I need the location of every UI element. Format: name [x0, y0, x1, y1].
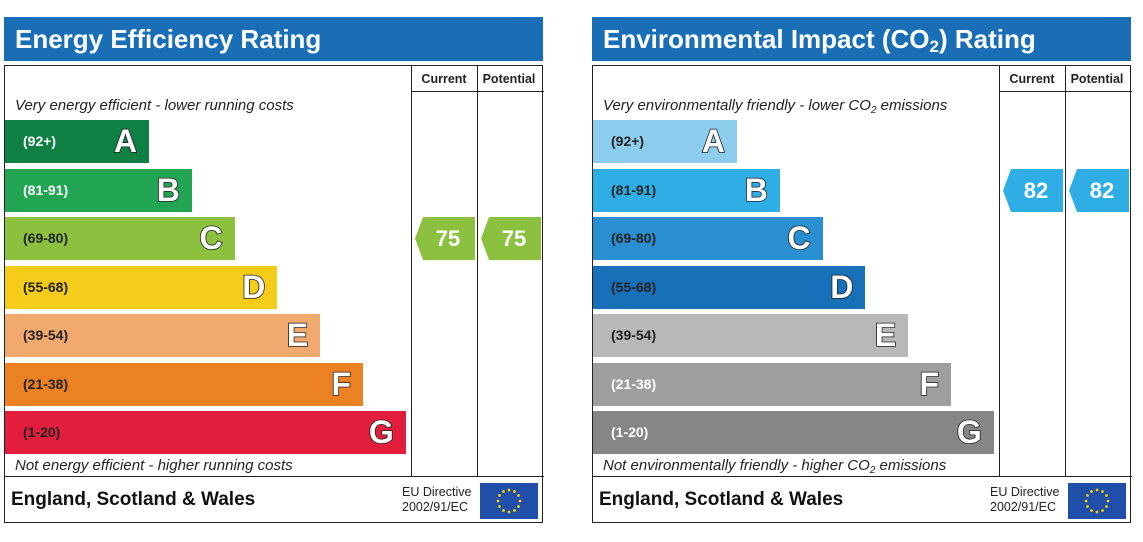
band-letter: C [787, 219, 812, 257]
band-letter: G [956, 413, 982, 451]
column-potential-label: Potential [482, 72, 536, 86]
environmental-impact-chart: Environmental Impact (CO2) Rating Curren… [592, 17, 1132, 523]
chart-frame: Current Potential Very energy efficient … [4, 65, 544, 523]
bottom-note: Not environmentally friendly - higher CO… [603, 457, 947, 476]
eu-directive: EU Directive 2002/91/EC [990, 485, 1059, 515]
band-bar-b: (81-91) B [593, 168, 780, 212]
potential-score-arrow: 82 [1069, 168, 1129, 212]
column-divider [999, 66, 1000, 477]
band-range-label: (92+) [23, 133, 57, 149]
band-bar-b: (81-91) B [5, 168, 192, 212]
band-letter: D [829, 268, 854, 306]
column-divider [1065, 66, 1066, 477]
column-current-label: Current [421, 72, 467, 86]
top-note: Very energy efficient - lower running co… [15, 97, 294, 114]
chart-title: Energy Efficiency Rating [4, 17, 543, 61]
band-letter: D [241, 268, 266, 306]
band-bar-f: (21-38) F [5, 362, 363, 406]
band-bar-d: (55-68) D [5, 265, 278, 309]
band-bar-a: (92+) A [5, 120, 149, 163]
band-bar-d: (55-68) D [593, 265, 866, 309]
eu-flag-icon [1068, 483, 1126, 519]
column-divider [477, 66, 478, 477]
eu-flag-icon [480, 483, 538, 519]
band-range-label: (39-54) [23, 327, 69, 343]
band-range-label: (69-80) [23, 230, 69, 246]
band-letter: G [368, 413, 394, 451]
band-letter: F [331, 365, 352, 403]
band-range-label: (39-54) [611, 327, 657, 343]
band-letter: E [874, 316, 897, 354]
footer-divider [5, 476, 544, 477]
directive-line-2: 2002/91/EC [990, 500, 1057, 514]
directive-line-1: EU Directive [402, 485, 472, 499]
band-letter: A [113, 122, 138, 160]
band-range-label: (81-91) [611, 181, 657, 198]
band-letter: B [744, 171, 769, 209]
bottom-note: Not energy efficient - higher running co… [15, 457, 293, 474]
potential-score-arrow: 75 [481, 217, 541, 260]
footer-region: England, Scotland & Wales [599, 489, 844, 510]
band-bar-f: (21-38) F [593, 362, 951, 406]
top-note: Very environmentally friendly - lower CO… [603, 97, 948, 116]
band-range-label: (92+) [611, 133, 645, 149]
band-letter: E [286, 316, 309, 354]
band-letter: B [156, 171, 181, 209]
band-range-label: (81-91) [23, 181, 69, 198]
column-divider [411, 66, 412, 477]
band-letter: A [701, 122, 726, 160]
current-score-arrow: 75 [415, 217, 475, 260]
energy-efficiency-chart: Energy Efficiency Rating Current Potenti… [4, 17, 544, 523]
band-range-label: (21-38) [23, 375, 69, 392]
band-letter: C [199, 219, 224, 257]
band-bar-a: (92+) A [593, 120, 737, 163]
column-potential-label: Potential [1070, 72, 1124, 86]
header-divider [411, 91, 544, 92]
band-range-label: (21-38) [611, 375, 657, 392]
current-score-value: 82 [1023, 177, 1049, 203]
potential-score-value: 75 [501, 226, 527, 251]
band-bar-c: (69-80) C [5, 217, 235, 260]
band-range-label: (69-80) [611, 230, 657, 246]
chart-title: Environmental Impact (CO2) Rating [592, 17, 1131, 61]
band-range-label: (55-68) [23, 278, 69, 295]
current-score-arrow: 82 [1003, 168, 1063, 212]
column-current-label: Current [1009, 72, 1055, 86]
potential-score-value: 82 [1089, 177, 1115, 203]
band-range-label: (1-20) [611, 424, 649, 440]
current-score-value: 75 [435, 226, 461, 251]
band-bar-e: (39-54) E [5, 314, 321, 357]
directive-line-2: 2002/91/EC [402, 500, 469, 514]
band-bar-g: (1-20) G [593, 411, 994, 454]
header-divider [999, 91, 1132, 92]
band-range-label: (1-20) [23, 424, 61, 440]
band-letter: F [919, 365, 940, 403]
footer-region: England, Scotland & Wales [11, 489, 256, 510]
eu-directive: EU Directive 2002/91/EC [402, 485, 471, 515]
band-bar-g: (1-20) G [5, 411, 406, 454]
chart-frame: Current Potential Very environmentally f… [592, 65, 1132, 523]
band-bar-e: (39-54) E [593, 314, 909, 357]
directive-line-1: EU Directive [990, 485, 1060, 499]
band-range-label: (55-68) [611, 278, 657, 295]
footer-divider [593, 476, 1132, 477]
band-bar-c: (69-80) C [593, 217, 823, 260]
